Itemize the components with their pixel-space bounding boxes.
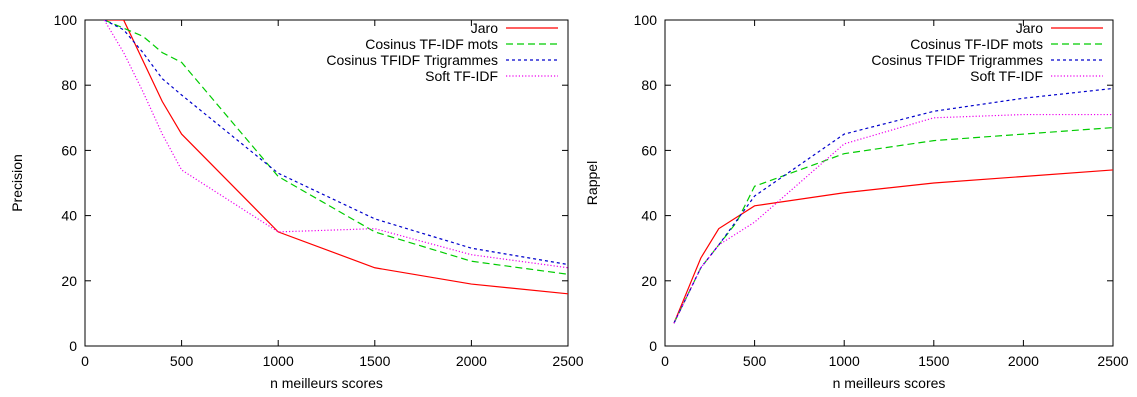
y-tick-label: 60: [61, 142, 77, 158]
series-line-jaro: [673, 169, 1113, 324]
x-tick-label: 1500: [918, 353, 949, 369]
legend-label: Cosinus TF-IDF mots: [365, 36, 498, 52]
plot-frame: [664, 19, 1114, 347]
y-tick-label: 40: [641, 208, 657, 224]
series-line-soft-tf-idf: [673, 113, 1113, 324]
series-line-cosinus-tf-idf-mots: [104, 20, 568, 275]
x-tick-label: 500: [743, 353, 767, 369]
x-axis-label: n meilleurs scores: [270, 375, 383, 391]
y-tick-label: 80: [61, 77, 77, 93]
x-tick-label: 500: [170, 353, 194, 369]
y-tick-label: 20: [61, 273, 77, 289]
y-tick-label: 0: [649, 338, 657, 354]
x-tick-label: 2500: [552, 353, 583, 369]
legend-label: Cosinus TFIDF Trigrammes: [326, 52, 498, 68]
legend-label: Cosinus TFIDF Trigrammes: [871, 52, 1043, 68]
legend-label: Soft TF-IDF: [425, 68, 498, 84]
y-tick-label: 100: [634, 12, 658, 28]
x-axis-label: n meilleurs scores: [833, 375, 946, 391]
y-axis-label: Precision: [9, 154, 25, 212]
legend-label: Jaro: [471, 20, 498, 36]
x-tick-label: 2000: [1008, 353, 1039, 369]
y-tick-label: 0: [69, 338, 77, 354]
series-line-jaro: [104, 20, 568, 295]
x-tick-label: 2500: [1097, 353, 1128, 369]
series-line-cosinus-tfidf-trigrammes: [104, 20, 568, 266]
series-line-cosinus-tfidf-trigrammes: [673, 87, 1113, 324]
x-tick-label: 1000: [829, 353, 860, 369]
y-tick-label: 100: [54, 12, 78, 28]
x-tick-label: 1500: [359, 353, 390, 369]
y-tick-label: 40: [61, 208, 77, 224]
x-tick-label: 0: [81, 353, 89, 369]
legend-label: Soft TF-IDF: [970, 68, 1043, 84]
chart-2: 0 500 1000 1500 2000 2500 0 20 40 60 80 100 n meille…: [584, 12, 1129, 391]
y-tick-label: 20: [641, 273, 657, 289]
plot-frame: [84, 19, 569, 347]
y-tick-label: 60: [641, 142, 657, 158]
x-tick-label: 1000: [263, 353, 294, 369]
legend-label: Cosinus TF-IDF mots: [910, 36, 1043, 52]
chart-1: 0 500 1000 1500 2000 2500 0 20 40 60 80 100 n meille…: [9, 12, 584, 391]
legend-label: Jaro: [1016, 20, 1043, 36]
x-tick-label: 0: [661, 353, 669, 369]
y-tick-label: 80: [641, 77, 657, 93]
series-line-cosinus-tf-idf-mots: [673, 126, 1113, 324]
y-axis-label: Rappel: [584, 161, 600, 205]
x-tick-label: 2000: [456, 353, 487, 369]
